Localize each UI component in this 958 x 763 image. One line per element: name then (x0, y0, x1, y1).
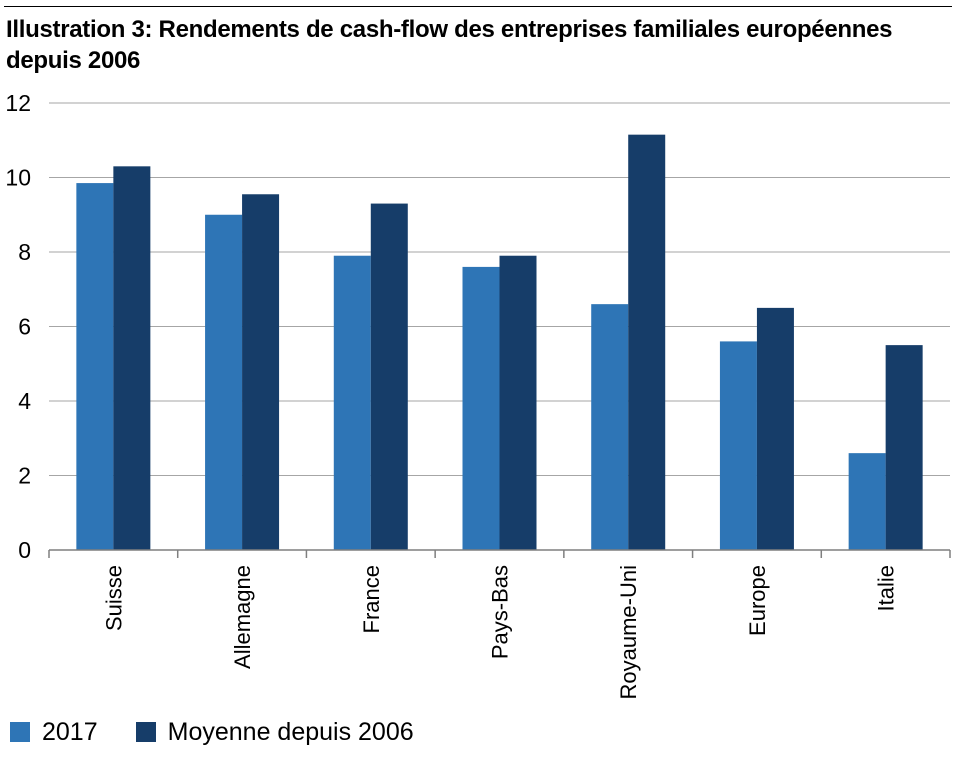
y-tick-label-6: 6 (18, 314, 31, 340)
legend-label-average: Moyenne depuis 2006 (167, 718, 414, 746)
bar-2017-suisse (76, 183, 114, 550)
x-tick-label-europe: Europe (745, 565, 770, 636)
x-tick-label-france: France (359, 565, 384, 633)
bar-average-france (370, 203, 408, 550)
top-rule (4, 6, 952, 7)
y-tick-label-2: 2 (18, 463, 31, 489)
x-tick-label-royaume-uni: Royaume-Uni (616, 565, 641, 700)
bar-average-pays-bas (499, 255, 537, 550)
x-axis (48, 549, 951, 558)
bars (76, 134, 923, 550)
y-axis-tick-labels: 0 2 4 6 8 10 12 (5, 90, 31, 563)
bar-average-italie (885, 345, 923, 550)
legend-swatch-average (135, 722, 156, 742)
bar-2017-allemagne (205, 214, 243, 550)
bar-2017-europe (719, 341, 757, 550)
bar-average-allemagne (242, 194, 280, 550)
y-tick-label-4: 4 (18, 388, 31, 414)
y-tick-label-0: 0 (18, 537, 31, 563)
legend-item-2017: 2017 (10, 716, 98, 748)
bar-2017-royaume-uni (591, 304, 629, 550)
x-tick-label-pays-bas: Pays-Bas (488, 565, 513, 659)
y-tick-label-12: 12 (5, 90, 31, 116)
x-tick-label-allemagne: Allemagne (230, 565, 255, 669)
x-tick-label-italie: Italie (874, 565, 899, 611)
bar-2017-france (333, 255, 371, 550)
legend-swatch-2017 (10, 722, 30, 742)
bar-2017-pays-bas (462, 266, 500, 550)
legend: 2017 Moyenne depuis 2006 (10, 716, 452, 748)
y-tick-label-8: 8 (18, 239, 31, 265)
bar-average-suisse (113, 166, 151, 550)
y-tick-label-10: 10 (5, 165, 31, 191)
x-axis-tick-labels: Suisse Allemagne France Pays-Bas Royaume-Uni… (101, 565, 898, 700)
bar-average-europe (756, 307, 794, 550)
chart-title: Illustration 3: Rendements de cash-flow … (6, 16, 893, 74)
bar-chart: 0 2 4 6 8 10 12 Suisse Allemagne France Pays-Bas R… (5, 90, 951, 700)
bar-2017-italie (848, 453, 886, 550)
bar-average-royaume-uni (628, 134, 666, 550)
x-tick-label-suisse: Suisse (101, 565, 126, 631)
legend-item-average: Moyenne depuis 2006 (135, 716, 414, 748)
legend-label-2017: 2017 (42, 718, 98, 746)
